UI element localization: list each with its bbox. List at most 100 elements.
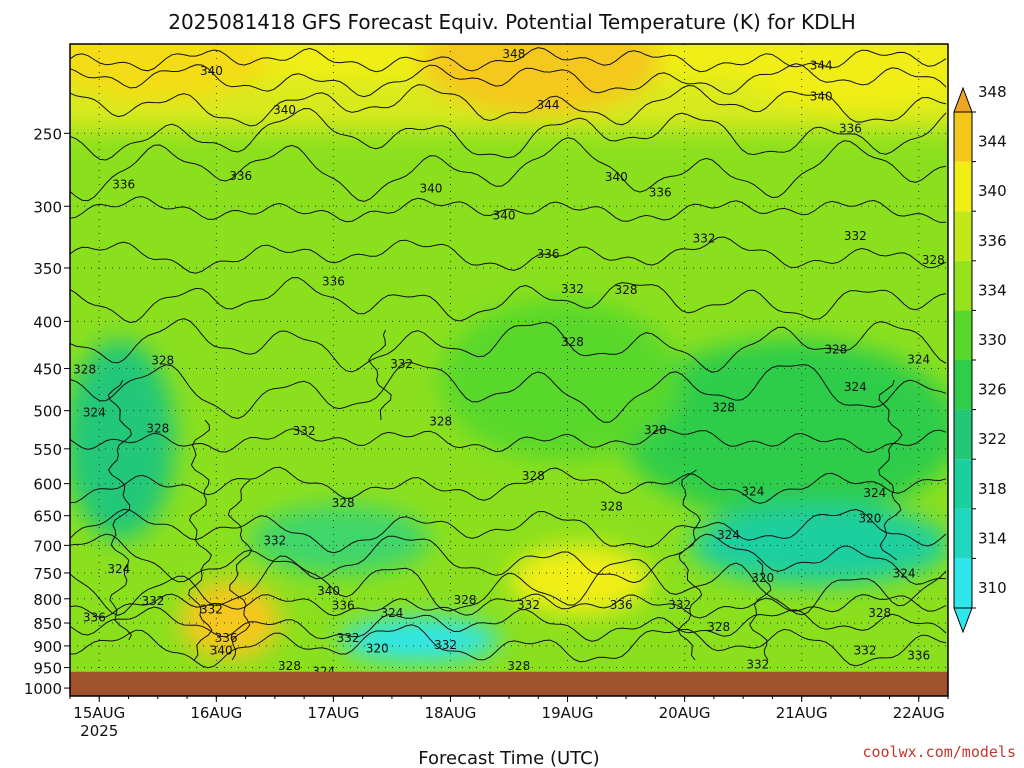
y-tick-label: 300 (33, 198, 62, 216)
contour-label: 328 (561, 335, 584, 349)
contour-label: 324 (380, 606, 403, 620)
y-tick-label: 550 (33, 441, 62, 459)
colorbar-extend-high (953, 86, 973, 113)
contour-label: 328 (644, 423, 667, 437)
contour-line (749, 559, 772, 661)
colorbar-swatch (954, 161, 972, 212)
y-tick-label: 800 (33, 591, 62, 609)
contour-label: 328 (868, 606, 891, 620)
colorbar-swatch (954, 260, 972, 311)
colorbar-extend-low (953, 607, 973, 634)
y-tick-label: 500 (33, 403, 62, 421)
contour-label: 324 (844, 380, 867, 394)
contour-label: 340 (420, 182, 443, 196)
field-moist-mid-right (620, 340, 948, 520)
contour-lines (70, 47, 947, 669)
x-tick-label: 22AUG (893, 704, 945, 722)
contour-line (70, 318, 947, 373)
field-cool-pool (340, 618, 500, 662)
x-tick-label: 17AUG (307, 704, 359, 722)
contour-line (70, 428, 947, 454)
y-tick-label: 750 (33, 565, 62, 583)
contour-line (70, 107, 947, 161)
contour-label: 332 (517, 598, 540, 612)
colorbar-swatch (954, 310, 972, 360)
contour-label: 336 (322, 274, 345, 288)
contour-label: 332 (337, 631, 360, 645)
contour-label: 332 (390, 357, 413, 371)
colorbar-swatch (954, 360, 972, 410)
contour-line (70, 624, 947, 669)
contour-line (70, 196, 947, 223)
contour-label: 328 (824, 342, 847, 356)
y-tick-label: 450 (33, 361, 62, 379)
y-axis: 250 300 350 400 450 500 550 600 650 700 750 800 850 9… (24, 125, 70, 698)
y-tick-label: 950 (33, 660, 62, 678)
contour-label: 336 (229, 169, 252, 183)
contour-label: 340 (605, 170, 628, 184)
contour-label: 324 (893, 566, 916, 580)
colorbar-label: 348 (978, 83, 1007, 101)
contour-label: 328 (454, 593, 477, 607)
colorbar-swatch (954, 459, 972, 509)
contour-label: 324 (741, 485, 764, 499)
contour-label: 332 (854, 643, 877, 657)
contour-line (70, 362, 947, 423)
contour-label: 336 (610, 598, 633, 612)
colorbar: 310 314 318 322 326 330 334 336 340 344 348 (953, 83, 1007, 634)
contour-label: 332 (844, 229, 867, 243)
contour-label: 320 (859, 512, 882, 526)
contour-label: 340 (317, 584, 340, 598)
colorbar-label: 310 (978, 579, 1007, 597)
contour-label: 328 (707, 620, 730, 634)
chart-title: 2025081418 GFS Forecast Equiv. Potential… (168, 10, 856, 34)
contour-label: 328 (712, 400, 735, 414)
contour-line (70, 533, 947, 585)
contour-line (70, 508, 947, 554)
contour-label: 336 (83, 610, 106, 624)
contour-label: 328 (332, 496, 355, 510)
contour-label: 328 (146, 422, 169, 436)
contour-label: 328 (522, 469, 545, 483)
credit-text: coolwx.com/models (862, 743, 1016, 761)
contour-label: 324 (863, 486, 886, 500)
contour-label: 332 (668, 598, 691, 612)
contour-label: 336 (215, 631, 238, 645)
contour-label: 340 (210, 643, 233, 657)
colorbar-label: 336 (978, 232, 1007, 250)
contour-line (188, 419, 213, 661)
contour-label: 336 (332, 599, 355, 613)
contour-label: 336 (112, 177, 135, 191)
contour-label: 332 (200, 603, 223, 617)
contour-label: 344 (537, 98, 560, 112)
contour-label: 328 (151, 353, 174, 367)
contour-label: 328 (922, 253, 945, 267)
field-lobe-upper-right (740, 44, 948, 110)
contour-label: 328 (278, 659, 301, 673)
contour-line (70, 236, 947, 274)
field-maximum-top (420, 44, 660, 115)
contour-line (227, 479, 253, 661)
contour-line (70, 606, 947, 642)
contour-label: 320 (366, 642, 389, 656)
colorbar-swatch (954, 508, 972, 559)
contour-label: 332 (293, 424, 316, 438)
field-lower-mid (250, 505, 430, 575)
contour-label: 332 (561, 282, 584, 296)
contour-label: 332 (693, 231, 716, 245)
contour-label: 332 (746, 658, 769, 672)
colorbar-label: 326 (978, 381, 1007, 399)
field-lobe-upper-left (70, 44, 270, 100)
contour-label: 324 (83, 405, 106, 419)
contour-label: 336 (649, 186, 672, 200)
x-tick-label: 18AUG (424, 704, 476, 722)
contour-label: 344 (810, 58, 833, 72)
y-tick-label: 1000 (24, 680, 62, 698)
colorbar-label: 330 (978, 331, 1007, 349)
contour-line (70, 466, 947, 504)
contour-label: 324 (717, 528, 740, 542)
contour-label: 332 (263, 534, 286, 548)
